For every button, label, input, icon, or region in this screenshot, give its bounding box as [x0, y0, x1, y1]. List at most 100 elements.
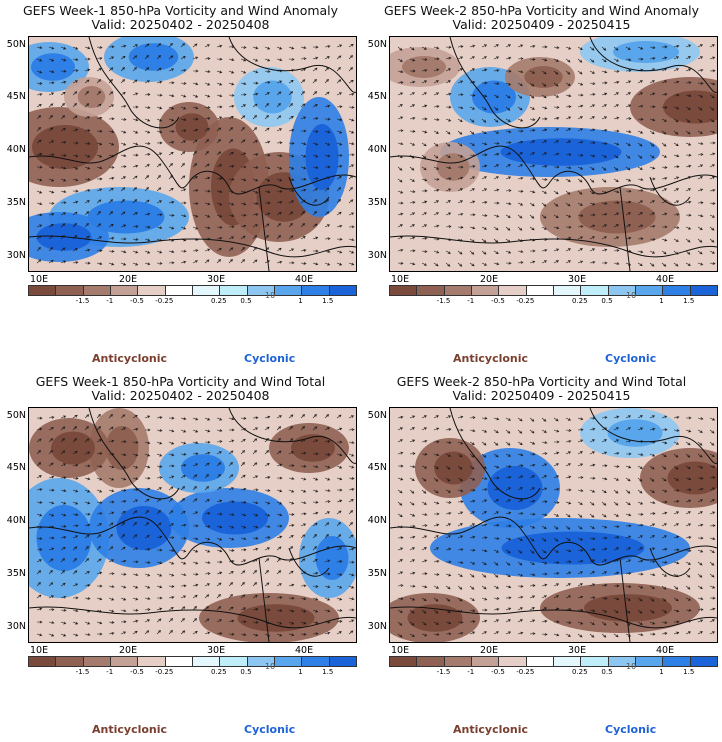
wind-vector	[637, 200, 644, 204]
wind-vector	[421, 212, 427, 216]
wind-vector	[132, 499, 139, 503]
wind-vector	[685, 429, 692, 433]
wind-vector	[264, 463, 270, 467]
wind-vector	[457, 477, 463, 482]
wind-vector	[709, 465, 716, 469]
wind-vector	[84, 154, 91, 158]
wind-vector	[541, 513, 548, 517]
wind-vector	[601, 609, 608, 613]
wind-vector	[697, 429, 703, 433]
wind-vector	[661, 535, 668, 539]
wind-vector	[180, 536, 187, 540]
wind-vector	[697, 81, 704, 85]
wind-vector	[697, 44, 703, 48]
wind-vector	[577, 82, 584, 86]
wind-vector	[96, 621, 103, 625]
wind-vector	[529, 619, 536, 623]
wind-vector	[553, 178, 560, 182]
wind-vector	[673, 535, 680, 539]
wind-vector	[553, 58, 559, 62]
wind-vector	[108, 78, 113, 84]
wind-vector	[348, 79, 354, 84]
wind-vector	[673, 441, 680, 445]
wind-vector	[192, 117, 199, 121]
wind-vector	[409, 524, 416, 528]
wind-vector	[132, 238, 139, 241]
wind-vector	[565, 583, 571, 587]
wind-vector	[481, 188, 488, 192]
wind-vector	[168, 441, 175, 445]
wind-vector	[409, 212, 416, 216]
wind-vector	[36, 427, 43, 431]
wind-vector	[625, 572, 632, 575]
wind-vector	[637, 597, 643, 602]
wind-vector	[336, 620, 343, 623]
wind-vector	[445, 212, 452, 216]
vorticity-map	[389, 407, 718, 643]
wind-vector	[204, 237, 211, 241]
wind-vector	[649, 188, 656, 192]
wind-vector	[529, 140, 536, 144]
wind-vector	[72, 261, 79, 264]
wind-vector	[505, 141, 512, 145]
wind-vector	[565, 501, 572, 505]
wind-vector	[685, 549, 692, 552]
wind-vector	[481, 130, 487, 135]
wind-vector	[108, 45, 115, 49]
wind-vector	[192, 128, 199, 132]
wind-vector	[469, 165, 476, 168]
wind-vector	[96, 91, 101, 96]
wind-vector	[240, 58, 247, 62]
wind-vector	[216, 57, 223, 61]
wind-vector	[517, 525, 524, 529]
wind-vector	[252, 513, 259, 517]
wind-vector	[457, 68, 463, 72]
wind-vector	[336, 130, 343, 134]
wind-vector	[661, 477, 667, 482]
wind-vector	[144, 453, 151, 457]
wind-vector	[613, 464, 620, 468]
wind-vector	[685, 477, 692, 481]
wind-vector	[517, 573, 524, 577]
wind-vector	[649, 415, 656, 419]
wind-vector	[457, 609, 464, 613]
wind-vector	[649, 46, 656, 49]
wind-vector	[192, 151, 197, 156]
wind-vector	[685, 81, 692, 85]
wind-vector	[84, 90, 89, 96]
wind-vector	[312, 236, 319, 240]
wind-vector	[96, 545, 101, 551]
wind-vector	[397, 559, 403, 563]
wind-vector	[493, 44, 499, 48]
wind-vector	[529, 226, 535, 231]
wind-vector	[264, 212, 271, 216]
wind-vector	[469, 561, 476, 565]
wind-vector	[397, 621, 403, 626]
wind-vector	[397, 166, 403, 171]
colorbar-tick-label: 1	[659, 297, 664, 305]
wind-vector	[637, 633, 644, 637]
wind-vector	[132, 510, 138, 515]
vorticity-core	[237, 604, 315, 632]
wind-vector	[132, 199, 138, 204]
wind-vector	[625, 166, 631, 171]
wind-vector	[409, 597, 416, 601]
wind-vector	[180, 429, 187, 433]
wind-vector	[661, 621, 668, 624]
wind-vector	[649, 92, 656, 96]
wind-vector	[589, 46, 595, 51]
wind-vector	[204, 94, 211, 98]
wind-vector	[649, 453, 656, 457]
wind-vector	[204, 151, 209, 156]
wind-vector	[180, 129, 187, 133]
wind-vector	[312, 546, 318, 551]
wind-vector	[601, 70, 608, 74]
wind-vector	[481, 201, 488, 204]
wind-vector	[421, 200, 428, 204]
wind-vector	[637, 453, 644, 457]
wind-vector	[565, 621, 572, 624]
wind-vector	[709, 250, 715, 254]
wind-vector	[324, 91, 330, 96]
wind-vector	[457, 80, 464, 84]
wind-vector	[84, 464, 91, 468]
